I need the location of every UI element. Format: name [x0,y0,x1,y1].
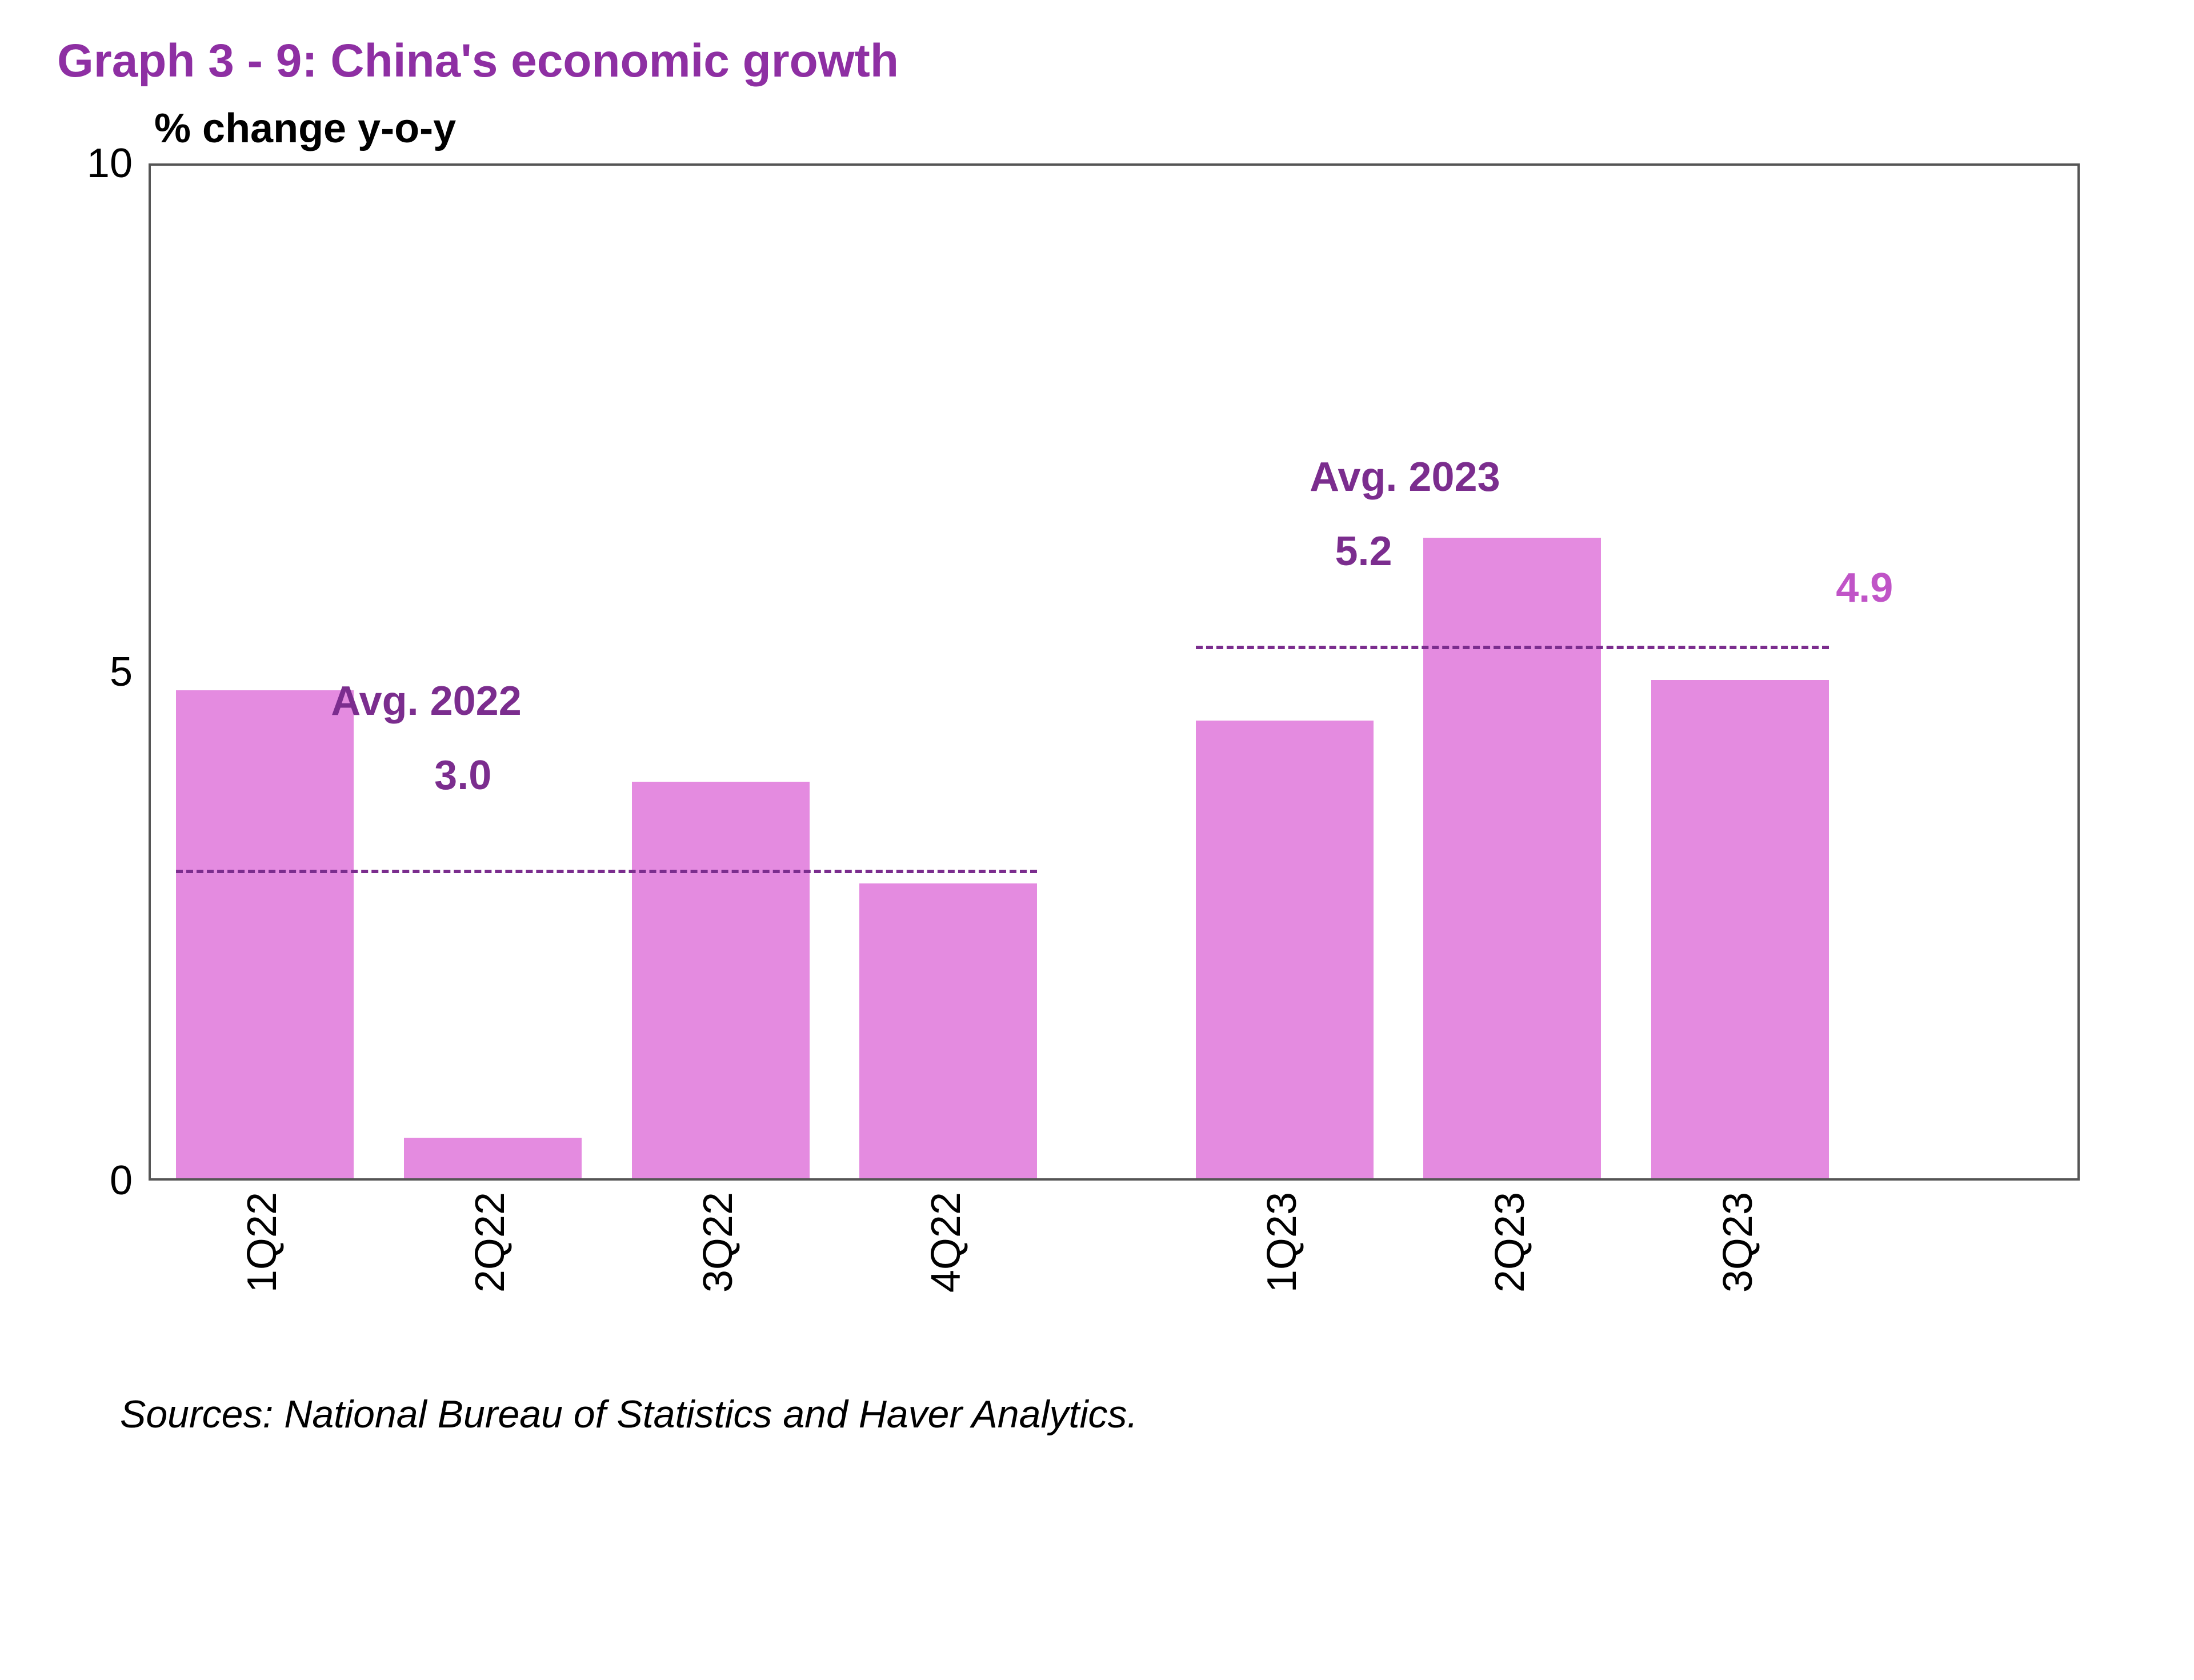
chart-title: Graph 3 - 9: China's economic growth [57,34,2137,88]
x-tick-label: 3Q23 [1715,1192,1761,1293]
y-axis: 0510 [57,163,149,1181]
x-axis-labels: 1Q22 2Q22 3Q22 4Q22 1Q23 2Q23 3Q23 [149,1181,2080,1386]
x-tick-label: 3Q22 [695,1192,742,1293]
chart-subtitle: % change y-o-y [154,105,2137,152]
avg-value: 3.0 [434,752,491,799]
sources-text: Sources: National Bureau of Statistics a… [120,1392,2137,1437]
bar [632,782,810,1178]
chart-container: Graph 3 - 9: China's economic growth % c… [0,0,2194,1680]
bar [1196,721,1374,1178]
x-tick-label: 4Q22 [923,1192,970,1293]
y-tick-label: 0 [110,1157,133,1204]
bar [404,1138,582,1178]
avg-label: Avg. 2022 [331,678,522,725]
avg-line [176,870,1038,873]
plot-row: 0510 Avg. 2022 3.0 Avg. 2023 5.2 4.9 [57,163,2137,1181]
avg-label: Avg. 2023 [1310,454,1500,501]
y-tick-label: 10 [87,140,133,187]
bar [1651,680,1829,1178]
x-tick-label: 2Q22 [467,1192,514,1293]
bar [1423,538,1601,1178]
avg-line [1196,646,1829,649]
plot-area: Avg. 2022 3.0 Avg. 2023 5.2 4.9 [149,163,2080,1181]
x-tick-label: 2Q23 [1487,1192,1534,1293]
x-tick-label: 1Q22 [239,1192,286,1293]
avg-value: 5.2 [1335,528,1392,575]
y-tick-label: 5 [110,649,133,695]
data-label: 4.9 [1836,565,1893,611]
bar [176,690,354,1178]
bar [859,883,1037,1178]
x-tick-label: 1Q23 [1259,1192,1306,1293]
